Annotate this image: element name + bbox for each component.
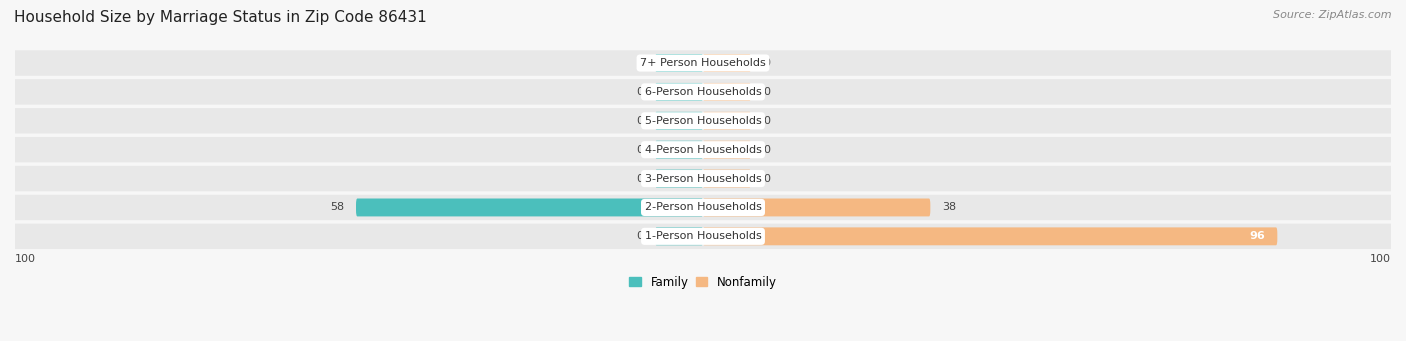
FancyBboxPatch shape	[655, 54, 703, 72]
Text: 38: 38	[942, 203, 956, 212]
Text: 0: 0	[636, 116, 643, 126]
FancyBboxPatch shape	[8, 195, 1398, 220]
FancyBboxPatch shape	[703, 169, 751, 188]
Text: 0: 0	[763, 174, 770, 183]
Text: 0: 0	[636, 58, 643, 68]
FancyBboxPatch shape	[655, 112, 703, 130]
Text: 0: 0	[763, 58, 770, 68]
Text: 6-Person Households: 6-Person Households	[644, 87, 762, 97]
Text: 7+ Person Households: 7+ Person Households	[640, 58, 766, 68]
Text: 0: 0	[636, 231, 643, 241]
FancyBboxPatch shape	[703, 198, 931, 217]
FancyBboxPatch shape	[8, 79, 1398, 105]
Text: 5-Person Households: 5-Person Households	[644, 116, 762, 126]
Text: 96: 96	[1250, 231, 1265, 241]
FancyBboxPatch shape	[703, 83, 751, 101]
FancyBboxPatch shape	[703, 54, 751, 72]
Text: 0: 0	[763, 116, 770, 126]
Text: 3-Person Households: 3-Person Households	[644, 174, 762, 183]
FancyBboxPatch shape	[8, 108, 1398, 134]
Text: 100: 100	[15, 254, 37, 264]
Text: 0: 0	[763, 87, 770, 97]
FancyBboxPatch shape	[703, 227, 1277, 245]
FancyBboxPatch shape	[8, 137, 1398, 162]
Legend: Family, Nonfamily: Family, Nonfamily	[624, 271, 782, 294]
Text: 2-Person Households: 2-Person Households	[644, 203, 762, 212]
Text: 58: 58	[330, 203, 344, 212]
FancyBboxPatch shape	[655, 141, 703, 159]
Text: 0: 0	[636, 145, 643, 155]
Text: 4-Person Households: 4-Person Households	[644, 145, 762, 155]
FancyBboxPatch shape	[8, 166, 1398, 191]
FancyBboxPatch shape	[655, 227, 703, 245]
FancyBboxPatch shape	[655, 169, 703, 188]
FancyBboxPatch shape	[655, 83, 703, 101]
FancyBboxPatch shape	[8, 224, 1398, 249]
Text: Household Size by Marriage Status in Zip Code 86431: Household Size by Marriage Status in Zip…	[14, 10, 427, 25]
Text: Source: ZipAtlas.com: Source: ZipAtlas.com	[1274, 10, 1392, 20]
Text: 100: 100	[1369, 254, 1391, 264]
FancyBboxPatch shape	[8, 50, 1398, 76]
Text: 0: 0	[763, 145, 770, 155]
FancyBboxPatch shape	[356, 198, 703, 217]
FancyBboxPatch shape	[703, 141, 751, 159]
FancyBboxPatch shape	[703, 112, 751, 130]
Text: 1-Person Households: 1-Person Households	[644, 231, 762, 241]
Text: 0: 0	[636, 87, 643, 97]
Text: 0: 0	[636, 174, 643, 183]
